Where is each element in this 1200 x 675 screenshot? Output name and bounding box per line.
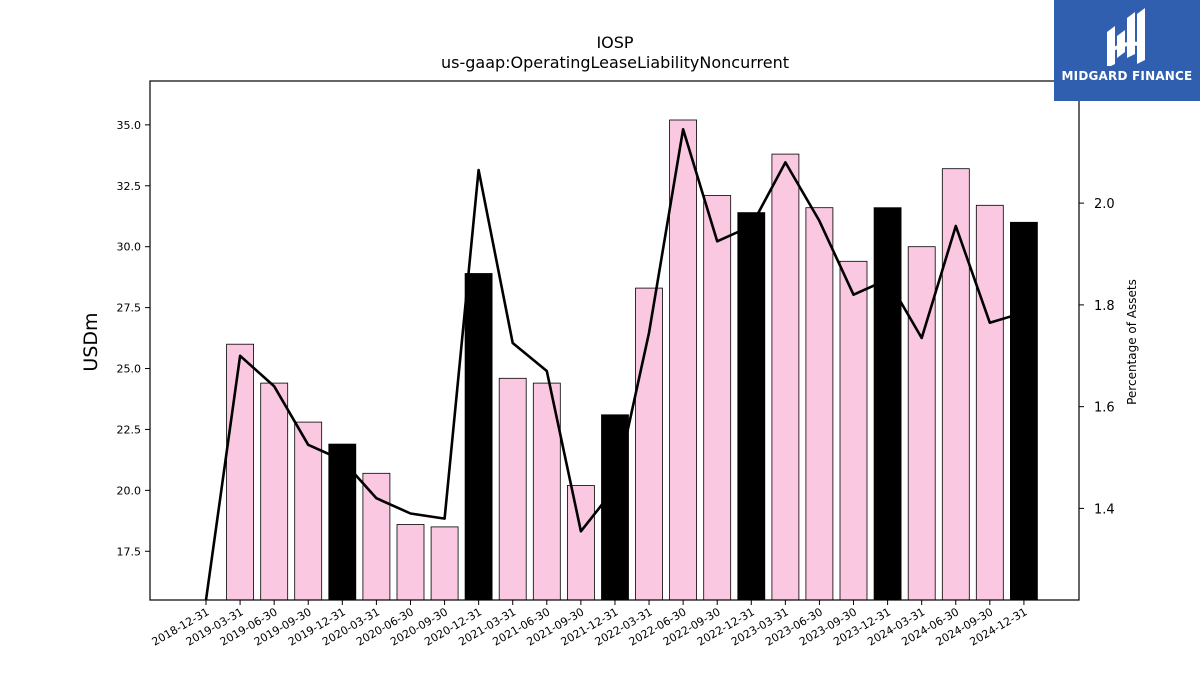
left-axis-ticks: 17.5 20.0 22.5 25.0 27.5 30.0 32.5 35.0 bbox=[117, 119, 150, 558]
brand-logo: MIDGARD FINANCE bbox=[1054, 0, 1200, 101]
bar-2024-12-31 bbox=[1010, 221, 1038, 601]
bar-2019-06-30 bbox=[260, 382, 289, 601]
bar-2019-12-31 bbox=[328, 443, 357, 601]
y-tick-label: 17.5 bbox=[117, 545, 142, 558]
midgard-mh-logo-icon bbox=[1107, 8, 1145, 66]
y-tick-label: 32.5 bbox=[117, 180, 142, 193]
y2-tick-label: 1.6 bbox=[1094, 401, 1115, 416]
bar-2020-06-30 bbox=[396, 524, 425, 601]
brand-name: MIDGARD FINANCE bbox=[1061, 69, 1193, 83]
y-tick-label: 27.5 bbox=[117, 302, 142, 315]
x-axis-ticks: 2018-12-312019-03-312019-06-302019-09-30… bbox=[150, 600, 1029, 649]
bar-2020-03-31 bbox=[362, 472, 391, 601]
y-tick-label: 30.0 bbox=[117, 241, 142, 254]
bar-2020-09-30 bbox=[430, 526, 459, 601]
y2-axis-label: Percentage of Assets bbox=[1125, 279, 1139, 405]
bar-2019-03-31 bbox=[226, 343, 255, 601]
y-axis-label: USDm bbox=[80, 312, 102, 371]
y-tick-label: 25.0 bbox=[117, 363, 142, 376]
percentage-of-assets-line bbox=[204, 128, 1025, 601]
bar-2023-06-30 bbox=[805, 207, 834, 601]
bar-2023-03-31 bbox=[771, 153, 800, 601]
bar-2022-03-31 bbox=[635, 287, 663, 601]
bars-group bbox=[226, 119, 1038, 601]
y2-tick-label: 1.8 bbox=[1094, 299, 1115, 314]
bar-2020-12-31 bbox=[464, 273, 493, 601]
bar-2023-12-31 bbox=[873, 207, 902, 601]
y-tick-label: 20.0 bbox=[117, 484, 142, 497]
bar-2024-09-30 bbox=[975, 204, 1004, 601]
bar-2024-03-31 bbox=[907, 246, 936, 601]
y-tick-label: 35.0 bbox=[117, 119, 142, 132]
chart-subtitle: us-gaap:OperatingLeaseLiabilityNoncurren… bbox=[441, 53, 789, 72]
bar-2024-06-30 bbox=[941, 168, 970, 601]
bar-2023-09-30 bbox=[839, 260, 868, 601]
chart-title: IOSP bbox=[596, 33, 633, 52]
bar-2019-09-30 bbox=[294, 421, 323, 601]
y2-tick-label: 2.0 bbox=[1094, 197, 1115, 212]
bar-2021-09-30 bbox=[567, 485, 595, 601]
bar-2022-12-31 bbox=[737, 212, 766, 601]
bar-2022-09-30 bbox=[703, 195, 732, 601]
right-axis-ticks: 1.4 1.6 1.8 2.0 bbox=[1079, 197, 1115, 517]
y2-tick-label: 1.4 bbox=[1094, 502, 1115, 517]
y-tick-label: 22.5 bbox=[117, 423, 142, 436]
bar-2021-03-31 bbox=[498, 377, 527, 601]
